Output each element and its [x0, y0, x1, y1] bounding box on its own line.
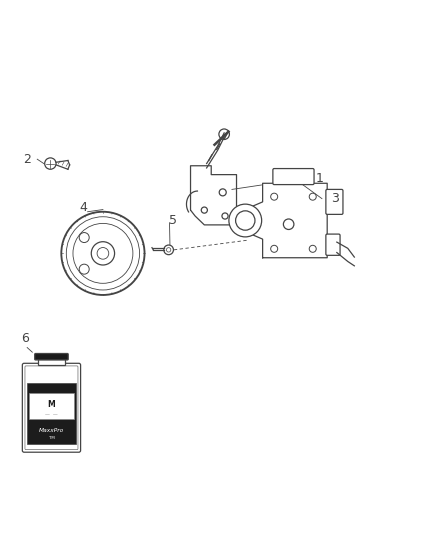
- Circle shape: [309, 245, 316, 252]
- Circle shape: [271, 245, 278, 252]
- Circle shape: [91, 241, 115, 265]
- Circle shape: [229, 204, 261, 237]
- Circle shape: [166, 248, 171, 252]
- Text: 1: 1: [315, 172, 323, 185]
- Text: M: M: [48, 400, 55, 409]
- Text: 6: 6: [21, 333, 29, 345]
- Circle shape: [164, 245, 173, 255]
- Circle shape: [79, 264, 89, 274]
- Circle shape: [66, 217, 140, 290]
- FancyBboxPatch shape: [326, 189, 343, 214]
- Circle shape: [309, 193, 316, 200]
- Circle shape: [222, 213, 228, 219]
- Text: 5: 5: [169, 214, 177, 227]
- Circle shape: [283, 219, 294, 230]
- Circle shape: [219, 129, 230, 140]
- Text: TM: TM: [49, 437, 54, 440]
- FancyBboxPatch shape: [326, 234, 340, 255]
- FancyBboxPatch shape: [25, 366, 78, 449]
- Circle shape: [271, 193, 278, 200]
- Circle shape: [73, 223, 133, 284]
- Text: —  —: — —: [45, 411, 58, 416]
- Circle shape: [201, 207, 208, 213]
- Text: MaxxPro: MaxxPro: [39, 429, 64, 433]
- FancyBboxPatch shape: [35, 353, 68, 360]
- Bar: [38, 359, 65, 365]
- Circle shape: [97, 247, 109, 259]
- FancyBboxPatch shape: [273, 168, 314, 184]
- Text: 2: 2: [23, 152, 31, 166]
- Circle shape: [219, 189, 226, 196]
- FancyBboxPatch shape: [22, 364, 81, 452]
- Circle shape: [236, 211, 255, 230]
- Circle shape: [79, 232, 89, 243]
- Polygon shape: [245, 183, 327, 258]
- Circle shape: [45, 158, 56, 169]
- Text: 3: 3: [331, 192, 339, 205]
- Bar: [29, 393, 74, 418]
- Text: 4: 4: [79, 201, 87, 214]
- Bar: [27, 383, 76, 445]
- Circle shape: [61, 212, 145, 295]
